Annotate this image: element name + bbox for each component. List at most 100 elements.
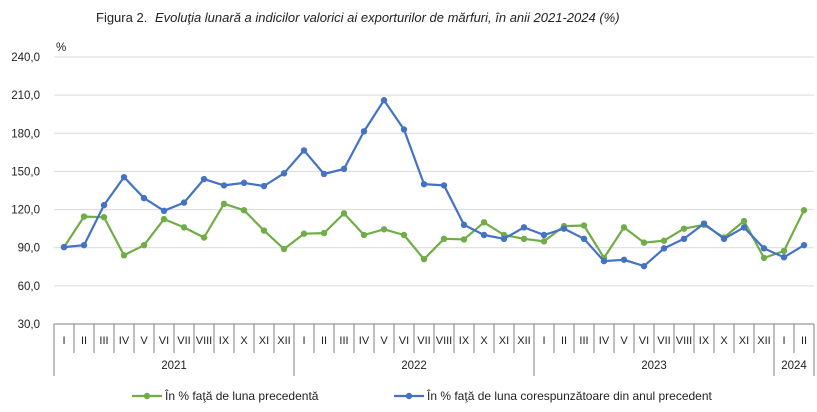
data-point — [380, 226, 388, 233]
y-tick-label: 150,0 — [11, 166, 40, 178]
data-point — [100, 201, 108, 209]
data-point — [120, 173, 128, 181]
x-tick-label: III — [99, 335, 108, 347]
data-point — [400, 231, 408, 239]
data-point — [160, 207, 168, 215]
legend-label: În % faţă de luna precedentă — [164, 388, 319, 403]
x-tick-label: XII — [517, 335, 530, 347]
data-point — [760, 245, 768, 252]
y-tick-label: 90,0 — [18, 243, 40, 255]
data-point — [520, 224, 528, 231]
data-point — [340, 165, 348, 173]
data-point — [460, 236, 468, 243]
x-tick-label: IX — [219, 335, 230, 347]
y-tick-label: 210,0 — [11, 90, 40, 102]
y-tick-label: 180,0 — [11, 128, 40, 140]
x-year-label: 2022 — [401, 360, 427, 372]
x-tick-label: VIII — [196, 335, 213, 347]
data-point — [280, 170, 288, 177]
x-tick-label: I — [782, 335, 785, 347]
x-tick-label: II — [561, 335, 567, 347]
data-point — [260, 227, 268, 234]
legend-label: În % faţă de luna corespunzătoare din an… — [426, 388, 713, 403]
data-point — [540, 231, 548, 239]
data-point — [720, 235, 728, 243]
x-year-label: 2021 — [161, 360, 187, 372]
data-point — [680, 225, 688, 232]
x-tick-label: VIII — [436, 335, 453, 347]
data-point — [740, 217, 748, 225]
x-tick-label: X — [480, 335, 488, 347]
x-tick-label: XII — [277, 335, 290, 347]
data-point — [560, 225, 568, 232]
y-tick-label: 240,0 — [11, 52, 40, 64]
legend: În % faţă de luna precedentă În % faţă de… — [132, 388, 713, 403]
data-point — [620, 224, 628, 231]
chart-title-prefix: Figura 2. — [96, 10, 147, 25]
series-2 — [60, 97, 808, 270]
data-point — [280, 245, 288, 253]
series-group — [60, 97, 808, 270]
data-point — [460, 221, 468, 229]
x-year-label: 2023 — [641, 360, 667, 372]
x-tick-label: V — [620, 335, 628, 347]
x-tick-label: VII — [177, 335, 190, 347]
data-point — [240, 179, 248, 187]
x-tick-label: VII — [417, 335, 430, 347]
data-point — [540, 238, 548, 245]
data-point — [320, 229, 328, 237]
y-tick-label: 30,0 — [18, 319, 40, 331]
x-tick-label: X — [240, 335, 248, 347]
x-tick-label: XI — [739, 335, 749, 347]
x-tick-label: VIII — [676, 335, 693, 347]
x-tick-label: VI — [639, 335, 649, 347]
data-point — [300, 147, 308, 154]
data-point — [740, 224, 748, 231]
x-tick-label: V — [140, 335, 148, 347]
y-axis-unit: % — [56, 42, 66, 54]
data-point — [780, 247, 788, 255]
x-tick-label: IV — [119, 335, 130, 347]
x-tick-label: XII — [757, 335, 770, 347]
x-tick-label: III — [579, 335, 588, 347]
data-point — [440, 182, 448, 189]
data-point — [360, 128, 368, 135]
data-point — [360, 231, 368, 239]
data-point — [200, 234, 208, 241]
x-year-label: 2024 — [781, 360, 807, 372]
x-tick-label: IV — [599, 335, 610, 347]
data-point — [220, 200, 228, 208]
data-point — [80, 241, 88, 249]
data-point — [480, 219, 488, 226]
chart-title: Figura 2. Evoluţia lunară a indicilor va… — [96, 10, 620, 25]
data-point — [580, 235, 588, 243]
data-point — [780, 254, 788, 261]
data-point — [520, 235, 528, 243]
x-tick-label: I — [542, 335, 545, 347]
data-point — [60, 243, 68, 251]
x-tick-label: VII — [657, 335, 670, 347]
legend-item: În % faţă de luna corespunzătoare din an… — [394, 388, 713, 403]
x-tick-label: III — [339, 335, 348, 347]
series-line — [63, 99, 805, 268]
data-point — [600, 257, 608, 265]
data-point — [500, 235, 508, 243]
x-tick-label: IX — [459, 335, 470, 347]
y-tick-labels: 30,0 60,0 90,0 120,0 150,0 180,0 210,0 240,0 — [11, 52, 40, 331]
data-point — [440, 235, 448, 243]
data-point — [100, 214, 108, 221]
data-point — [140, 241, 148, 249]
data-point — [580, 222, 588, 229]
chart-title-text: Evoluţia lunară a indicilor valorici ai … — [155, 10, 620, 25]
data-point — [160, 215, 168, 223]
data-point — [660, 237, 668, 244]
x-tick-label: V — [380, 335, 388, 347]
data-point — [340, 210, 348, 217]
data-point — [140, 194, 148, 202]
series-line — [63, 202, 805, 261]
data-point — [420, 255, 428, 263]
x-tick-label: XI — [499, 335, 509, 347]
y-tick-label: 60,0 — [18, 281, 40, 293]
data-point — [480, 231, 488, 239]
